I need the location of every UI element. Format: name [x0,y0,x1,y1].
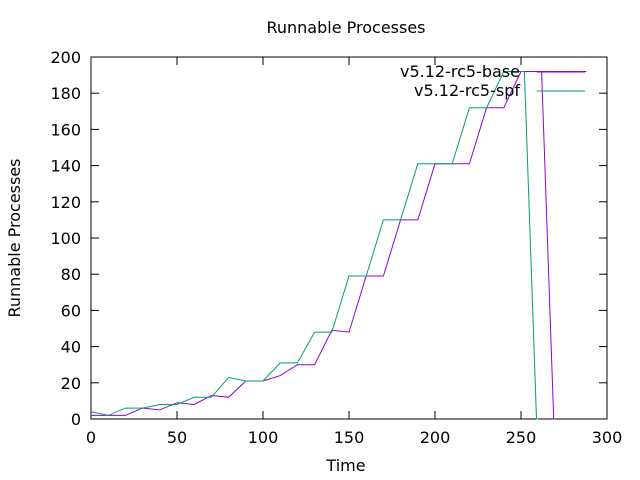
x-axis: 0 50 100 150 200 250 300 [86,57,622,447]
y-axis-label: Runnable Processes [5,158,24,317]
y-tick-label: 140 [50,157,81,176]
x-tick-label: 50 [167,428,187,447]
y-axis: 0 20 40 60 80 100 120 140 160 180 200 [50,48,607,429]
y-tick-label: 80 [61,265,81,284]
legend-label-2: v5.12-rc5-spf [414,81,520,100]
x-axis-label: Time [325,456,365,475]
series-line-2 [90,71,539,420]
x-tick-label: 0 [86,428,96,447]
y-tick-label: 200 [50,48,81,67]
plot-border [90,56,608,420]
x-tick-label: 150 [334,428,365,447]
x-tick-label: 100 [248,428,279,447]
series-line-1 [91,71,556,420]
x-tick-label: 250 [506,428,537,447]
x-tick-label: 200 [420,428,451,447]
chart-title: Runnable Processes [266,18,425,37]
y-tick-label: 20 [61,374,81,393]
y-tick-label: 0 [71,410,81,429]
y-tick-label: 180 [50,84,81,103]
series-layer [90,70,587,420]
y-tick-label: 40 [61,338,81,357]
legend-label-1: v5.12-rc5-base [400,62,520,81]
y-tick-label: 120 [50,193,81,212]
x-tick-label: 300 [592,428,623,447]
plot-area [90,56,608,420]
y-tick-label: 60 [61,301,81,320]
y-tick-label: 100 [50,229,81,248]
y-tick-label: 160 [50,120,81,139]
